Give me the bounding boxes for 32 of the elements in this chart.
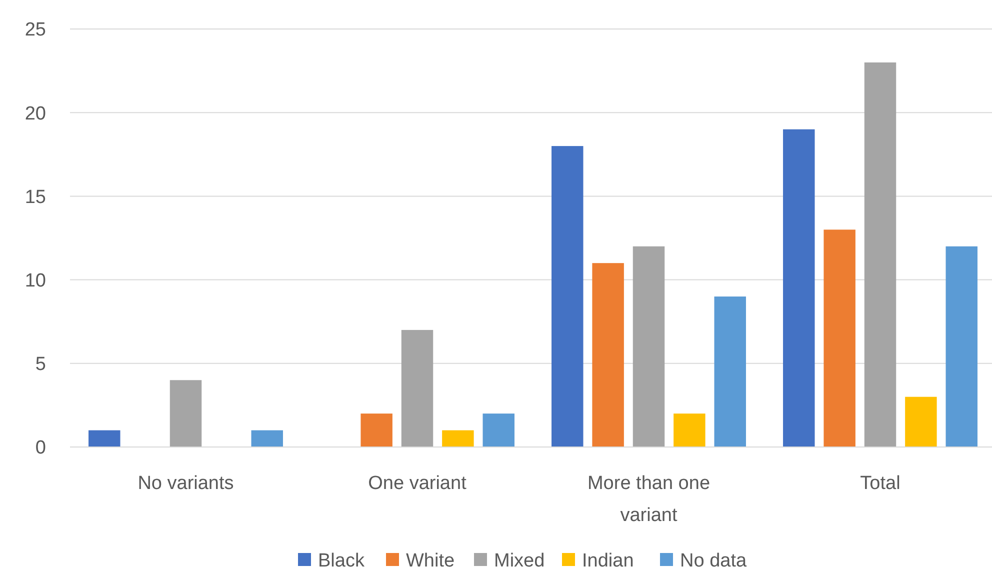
y-tick-label: 25 (24, 20, 46, 41)
legend-label: White (406, 550, 455, 572)
legend-label: Indian (582, 550, 634, 572)
bar (170, 380, 202, 447)
legend-label: No data (680, 550, 747, 572)
legend-label: Mixed (494, 550, 545, 572)
x-tick-label: More than one variant (587, 473, 710, 526)
y-tick-label: 10 (24, 270, 46, 292)
bar (88, 430, 120, 447)
bar (783, 129, 815, 447)
bar (864, 62, 896, 447)
bar (251, 430, 283, 447)
x-tick-label: Total (860, 473, 900, 494)
bar (360, 414, 392, 447)
bar (482, 414, 514, 447)
legend-label: Black (318, 550, 365, 572)
bar (824, 230, 856, 447)
x-tick-label: No variants (138, 473, 234, 494)
y-tick-label: 15 (24, 186, 46, 208)
bar (714, 296, 746, 447)
bar (552, 146, 584, 447)
y-tick-label: 20 (24, 103, 46, 124)
y-tick-label: 5 (35, 354, 46, 376)
bar (946, 246, 978, 447)
bar (674, 414, 706, 447)
bar (401, 330, 434, 447)
bar (905, 396, 937, 447)
bar (592, 263, 624, 447)
bar (632, 246, 665, 447)
bar (442, 430, 474, 447)
y-tick-label: 0 (35, 438, 46, 459)
x-tick-label: One variant (368, 473, 468, 494)
